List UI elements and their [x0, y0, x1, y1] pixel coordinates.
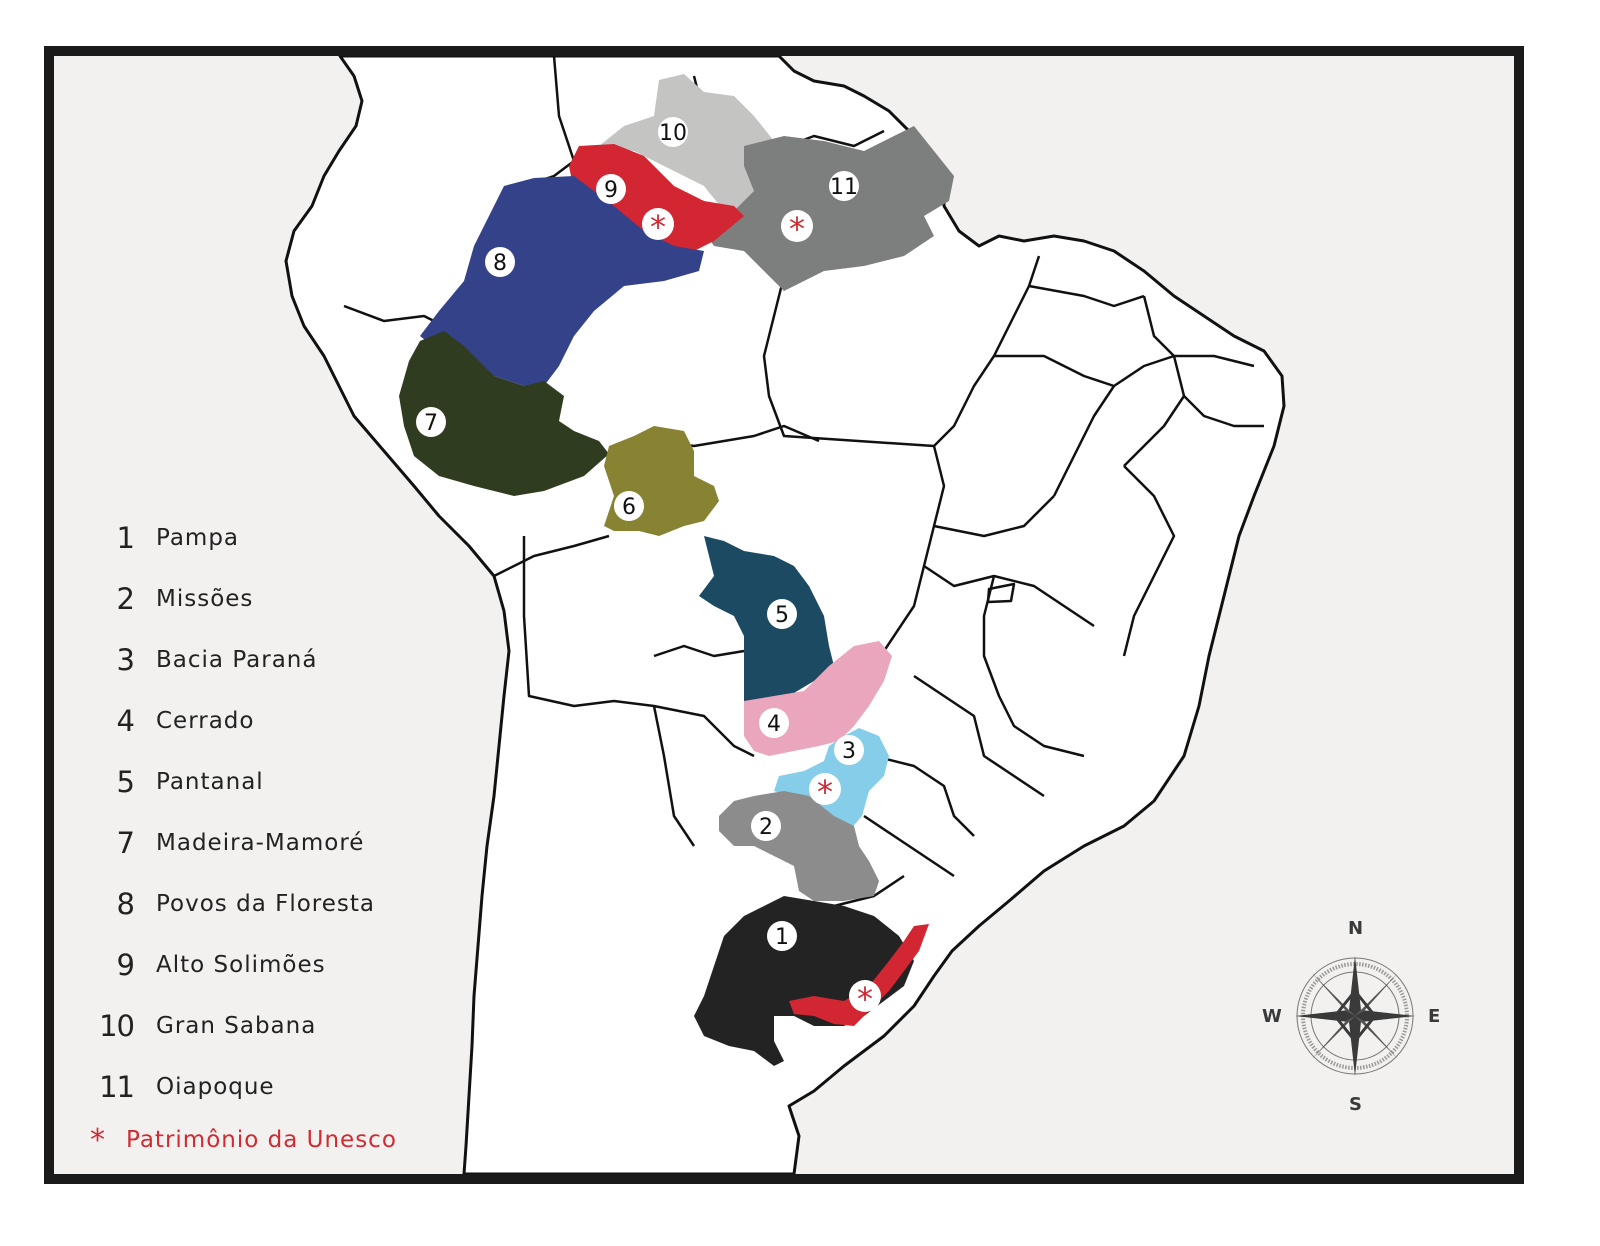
region-marker-5: 5	[775, 603, 789, 628]
region-pampa-unesco-strip	[789, 924, 929, 1026]
compass-south-label: S	[1349, 1094, 1362, 1115]
legend-item: 9 Alto Solimões	[74, 945, 326, 985]
legend-number: 11	[99, 1070, 135, 1104]
region-gran-sabana	[599, 74, 784, 211]
legend-label: Bacia Paraná	[156, 647, 318, 673]
region-marker-circle	[416, 407, 446, 437]
region-marker-circle	[767, 921, 797, 951]
region-marker-1: 1	[775, 925, 789, 950]
region-marker-8: 8	[493, 251, 507, 276]
legend-number: 4	[116, 704, 135, 738]
legend-item: 11 Oiapoque	[74, 1067, 275, 1107]
region-marker-circle	[658, 117, 688, 147]
legend-item: 10 Gran Sabana	[74, 1006, 316, 1046]
region-marker-7: 7	[424, 411, 438, 436]
region-marker-circle	[829, 171, 859, 201]
unesco-marker-circle	[642, 208, 674, 240]
legend-label: Povos da Floresta	[156, 891, 375, 917]
legend-item: 3 Bacia Paraná	[74, 640, 317, 680]
region-marker-2: 2	[759, 815, 773, 840]
legend-item-unesco: * Patrimônio da Unesco	[74, 1120, 397, 1160]
legend-item: 4 Cerrado	[74, 701, 254, 741]
map-canvas: 1 2 3 4 5 6 7 8 9 10 11 * * * *	[284, 56, 1286, 1174]
legend-number: 8	[116, 887, 135, 921]
region-pantanal	[699, 536, 834, 706]
unesco-marker-circle	[849, 980, 881, 1012]
unesco-asterisk-icon: *	[857, 980, 873, 1018]
legend-item: 7 Madeira-Mamoré	[74, 823, 364, 863]
region-marker-6: 6	[622, 495, 636, 520]
legend-label-unesco: Patrimônio da Unesco	[126, 1127, 397, 1153]
legend-number: 1	[116, 521, 135, 555]
legend-number: 7	[116, 826, 135, 860]
region-madeira-mamore	[399, 331, 609, 496]
region-pampa	[694, 896, 914, 1066]
region-markers: 1 2 3 4 5 6 7 8 9 10 11 * * * *	[416, 117, 881, 1018]
region-marker-circle	[614, 491, 644, 521]
region-marker-10: 10	[659, 121, 687, 146]
compass-west-label: W	[1262, 1006, 1282, 1027]
unesco-asterisk-icon: *	[650, 208, 666, 246]
compass-rose-icon	[1295, 956, 1415, 1076]
legend-item: 5 Pantanal	[74, 762, 264, 802]
unesco-asterisk-icon: *	[817, 773, 833, 811]
region-povos-da-floresta	[420, 176, 704, 386]
unesco-asterisk-icon: *	[90, 1122, 105, 1158]
legend-number: 3	[116, 643, 135, 677]
region-marker-4: 4	[767, 712, 781, 737]
compass-east-label: E	[1428, 1006, 1441, 1027]
compass-rose: N S E W	[1240, 916, 1470, 1116]
legend-label: Pampa	[156, 525, 240, 551]
legend-label: Cerrado	[156, 708, 255, 734]
region-oiapoque	[704, 126, 954, 291]
legend-number: 10	[99, 1009, 135, 1043]
legend-number: 5	[116, 765, 135, 799]
unesco-asterisk-icon: *	[789, 210, 805, 248]
legend-label: Pantanal	[156, 769, 264, 795]
region-marker-circle	[834, 735, 864, 765]
legend-label: Alto Solimões	[156, 952, 326, 978]
legend-label: Missões	[156, 586, 254, 612]
legend-number: 2	[116, 582, 135, 616]
legend-item: 8 Povos da Floresta	[74, 884, 375, 924]
legend-item: 1 Pampa	[74, 518, 239, 558]
legend-label: Gran Sabana	[156, 1013, 317, 1039]
legend-label: Oiapoque	[156, 1074, 275, 1100]
region-marker-11: 11	[830, 175, 858, 200]
region-marker-circle	[767, 599, 797, 629]
region-marker-circle	[485, 247, 515, 277]
unesco-marker-circle	[781, 210, 813, 242]
unesco-marker-circle	[809, 773, 841, 805]
legend-number: 9	[116, 948, 135, 982]
legend-label: Madeira-Mamoré	[156, 830, 365, 856]
map-frame: 1 2 3 4 5 6 7 8 9 10 11 * * * * 1 Pampa 2 Missões 3 Ba…	[44, 46, 1524, 1184]
region-marker-circle	[596, 174, 626, 204]
region-marker-circle	[759, 708, 789, 738]
region-marker-3: 3	[842, 739, 856, 764]
compass-north-label: N	[1348, 918, 1364, 939]
region-marker-circle	[751, 811, 781, 841]
region-marker-9: 9	[604, 178, 618, 203]
legend-item: 2 Missões	[74, 579, 253, 619]
